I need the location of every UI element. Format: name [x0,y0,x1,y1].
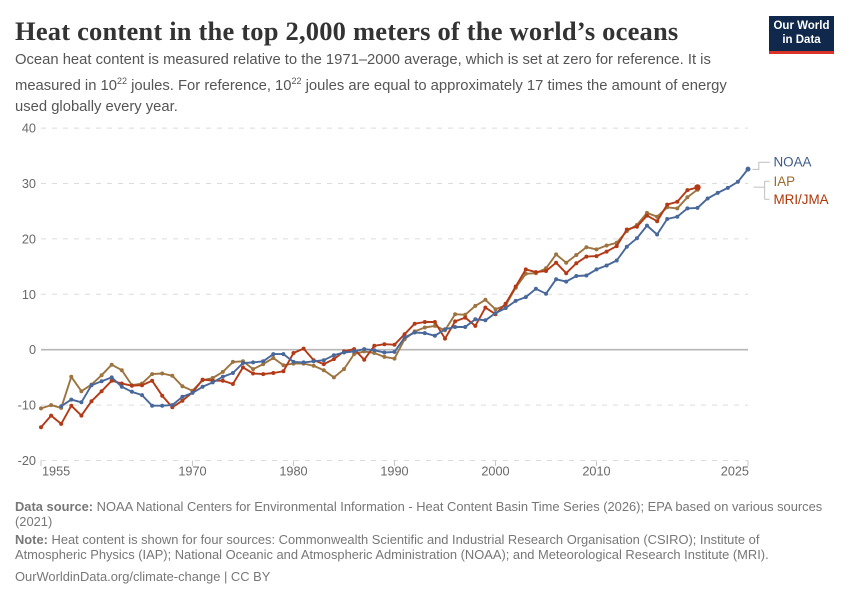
svg-text:2000: 2000 [481,465,509,479]
svg-text:2025: 2025 [721,465,749,479]
svg-text:1970: 1970 [178,465,206,479]
svg-text:40: 40 [22,122,36,136]
svg-text:NOAA: NOAA [774,155,812,170]
svg-text:-10: -10 [18,399,36,413]
svg-text:1980: 1980 [279,465,307,479]
svg-text:30: 30 [22,177,36,191]
svg-text:1955: 1955 [42,465,70,479]
svg-text:10: 10 [22,288,36,302]
svg-text:IAP: IAP [774,174,796,189]
svg-text:0: 0 [29,343,36,357]
svg-text:20: 20 [22,232,36,246]
svg-text:1990: 1990 [380,465,408,479]
svg-text:-20: -20 [18,454,36,468]
svg-text:2010: 2010 [582,465,610,479]
svg-text:MRI/JMA: MRI/JMA [774,192,829,207]
